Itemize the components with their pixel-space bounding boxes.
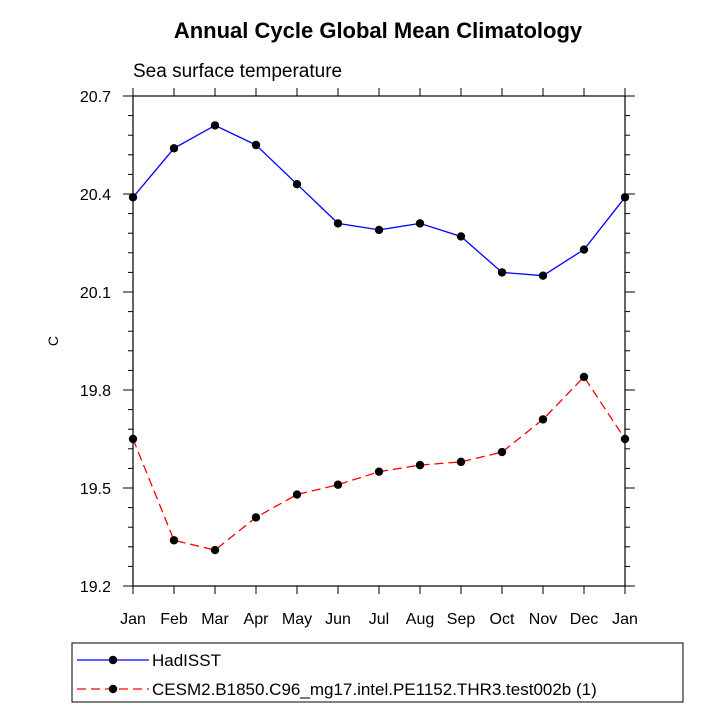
x-tick-label: Apr [244, 611, 270, 628]
x-tick-label: Jan [120, 611, 146, 628]
series-2-point [169, 536, 179, 545]
series-2-point [620, 434, 630, 444]
legend-marker-1 [108, 655, 118, 665]
series-2-point [456, 457, 466, 467]
x-tick-label: Oct [490, 611, 515, 628]
series-2-point [333, 480, 343, 489]
series-1-point [251, 140, 261, 150]
legend: HadISST CESM2.B1850.C96_mg17.intel.PE1152… [71, 642, 684, 703]
x-tick-label: Feb [160, 611, 188, 628]
x-tick-label: Sep [447, 611, 476, 628]
y-tick-label: 19.8 [80, 383, 111, 400]
series-2-point [497, 447, 507, 457]
series-2-point [128, 434, 138, 444]
series-2-point [251, 513, 261, 522]
legend-marker-2 [108, 684, 118, 694]
y-tick-label: 19.5 [80, 481, 111, 498]
series-1-point [374, 225, 384, 235]
series-group [128, 121, 630, 555]
chart-title: Annual Cycle Global Mean Climatology [174, 18, 583, 43]
series-1-point [620, 193, 630, 202]
series-line-2 [132, 375, 626, 551]
x-tick-label: Mar [201, 611, 229, 628]
chart-subtitle: Sea surface temperature [133, 61, 342, 82]
series-1-point [169, 144, 179, 153]
x-tick-label: Nov [529, 611, 557, 628]
series-1-point [497, 268, 507, 277]
x-tick-label: Dec [570, 611, 598, 628]
y-tick-label: 20.1 [80, 285, 111, 302]
x-tick-label: Aug [406, 611, 434, 628]
series-2-point [579, 372, 589, 382]
series-2-point [538, 415, 548, 424]
plot-area [132, 95, 626, 587]
series-1-point [128, 193, 138, 202]
plot-frame [132, 95, 626, 587]
x-tick-label: Jan [612, 611, 638, 628]
series-1-point [333, 219, 343, 228]
series-2-point [374, 467, 384, 476]
axis-ticks [123, 88, 635, 594]
y-tick-label: 19.2 [80, 579, 111, 596]
y-tick-labels: 19.2 19.5 19.8 20.1 20.4 20.7 [80, 89, 111, 596]
series-1-point [579, 245, 589, 254]
x-tick-labels: Jan Feb Mar Apr May Jun Jul Aug Sep Oct Nov Dec Jan [120, 611, 638, 628]
series-1-point [456, 232, 466, 241]
y-axis-label: C [45, 336, 61, 346]
series-1-point [538, 271, 548, 280]
legend-box [71, 642, 684, 703]
series-1-point [210, 121, 220, 130]
series-2-point [210, 545, 220, 555]
series-2-point [292, 490, 302, 499]
series-1-point [292, 180, 302, 189]
series-1-point [415, 219, 425, 228]
y-tick-label: 20.4 [80, 187, 111, 204]
x-tick-label: May [282, 611, 312, 628]
y-tick-label: 20.7 [80, 89, 111, 106]
series-line-1 [132, 124, 626, 277]
series-2-point [415, 460, 425, 470]
legend-label-1: HadISST [152, 651, 221, 670]
x-tick-label: Jun [325, 611, 351, 628]
legend-label-2: CESM2.B1850.C96_mg17.intel.PE1152.THR3.t… [152, 680, 597, 699]
x-tick-label: Jul [369, 611, 389, 628]
